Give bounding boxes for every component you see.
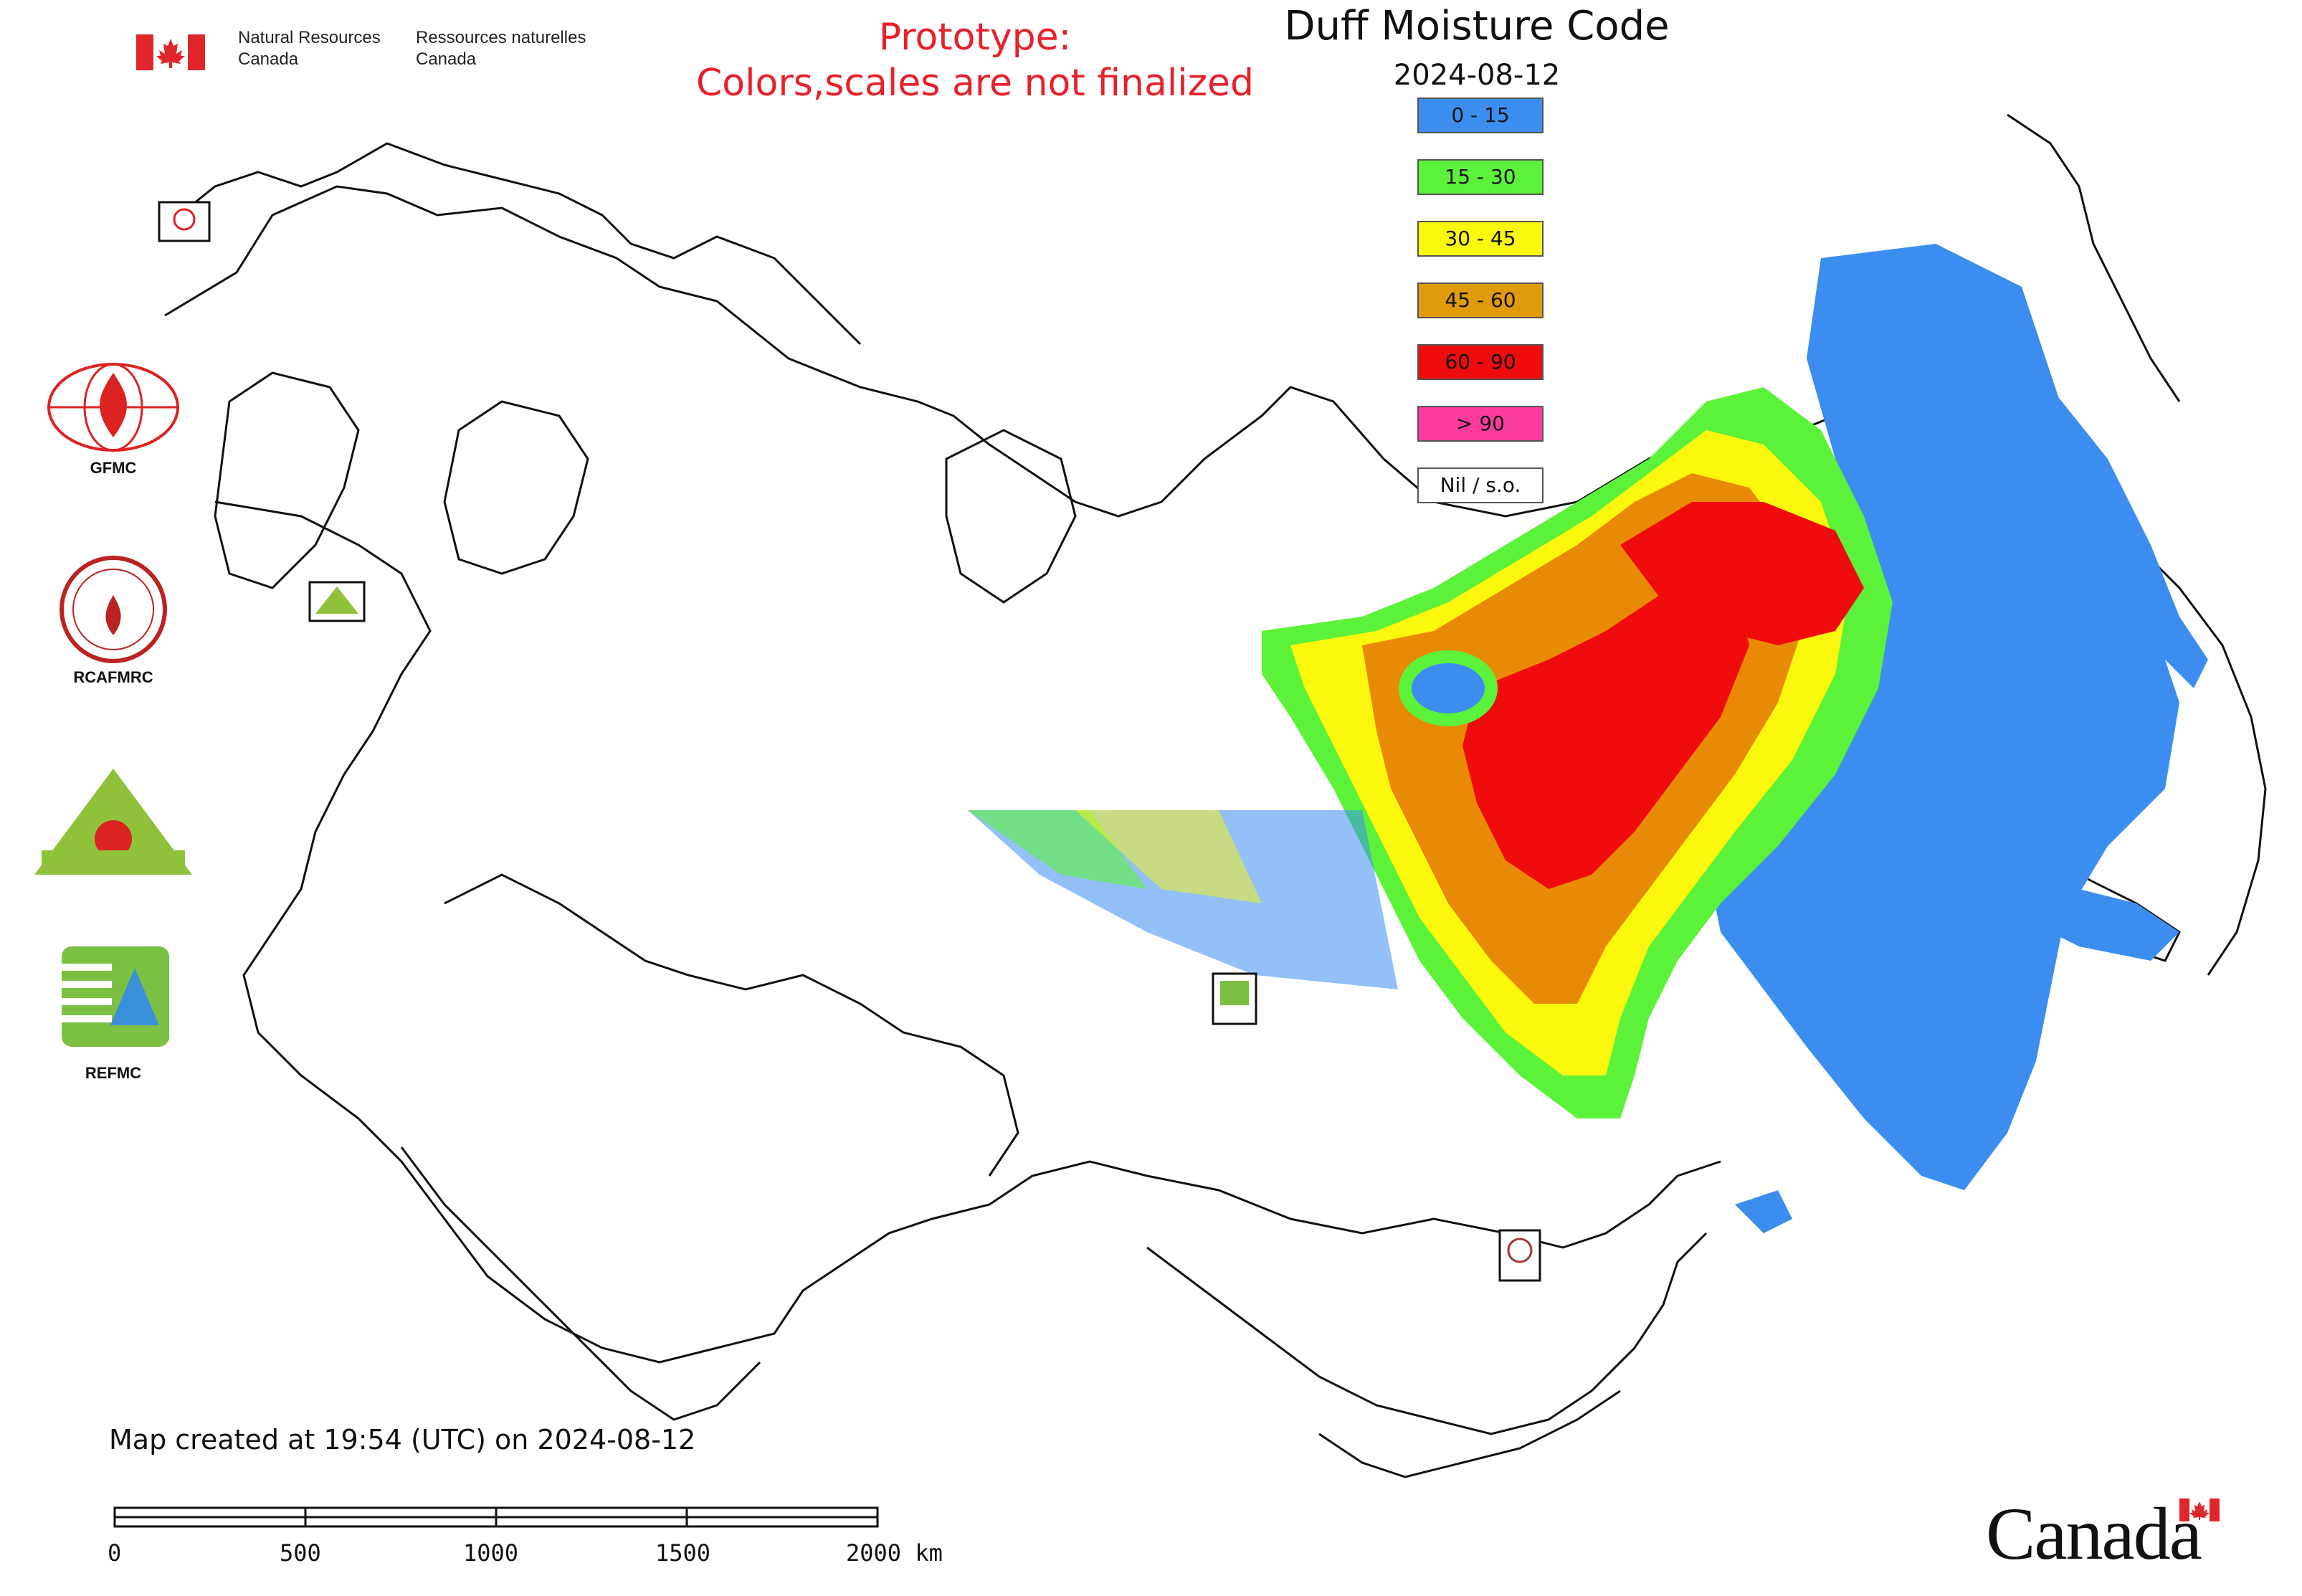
government-header: Natural Resources Canada Ressources natu… [136,27,624,77]
legend-label: 45 - 60 [1445,288,1516,312]
rcafmrc-marker-glyph [1507,1238,1533,1263]
canada-wordmark: Canada [1986,1493,2202,1575]
legend-item-30-45: 30 - 45 [1417,221,1544,257]
dmc-raster [968,244,2208,1233]
map-date: 2024-08-12 [1393,59,1561,92]
refmc-label: REFMC [85,1064,142,1082]
dmc-zone-0-15-kamchatka [1993,330,2208,688]
scale-bar-graphic [113,1506,879,1528]
map-placed-logos [158,201,1541,1282]
gfmc-logo: GFMC [27,358,199,480]
rcafmrc-label: RCAFMRC [73,668,153,686]
refmc-logo-icon [62,946,169,1047]
legend-label: 15 - 30 [1445,165,1516,189]
legend-item-60-90: 60 - 90 [1417,344,1544,380]
gfmc-label: GFMC [90,459,137,477]
wordmark-flag-icon [2179,1498,2220,1521]
kamchatka-outline [2007,113,2181,402]
scale-tick-1500: 1500 [655,1539,711,1567]
prototype-notice: Prototype: Colors,scales are not finaliz… [645,14,1305,106]
canada-flag-icon [136,34,205,70]
legend-label: 60 - 90 [1445,350,1516,374]
scale-tick-1000: 1000 [463,1539,519,1567]
reefmc-marker-glyph [315,586,358,614]
scale-tick-0: 0 [108,1539,122,1567]
legend-label: 30 - 45 [1445,227,1516,250]
mongolia-border [1146,1232,1708,1435]
dept-en-line2: Canada [238,49,299,69]
dmc-zone-lake-area [1399,650,1498,726]
scale-bar: 0 500 1000 1500 2000 km [108,1502,968,1567]
refmc-logo: REFMC [27,939,199,1083]
rcafmrc-logo-icon [60,556,167,663]
scale-tick-2000: 2000 km [846,1539,943,1567]
prototype-notice-line2: Colors,scales are not finalized [695,62,1255,105]
legend-label: 0 - 15 [1451,103,1510,127]
country-borders [164,113,2267,1478]
scandinavia-outline [179,142,862,346]
reefmc-logo [27,760,199,882]
kazakhstan-border [444,873,1019,1177]
western-border [214,500,432,1120]
legend-item-0-15: 0 - 15 [1417,98,1544,133]
gfmc-marker-glyph [173,208,196,231]
dmc-zone-0-15-coast [1936,803,2179,961]
peninsula-outline [945,429,1077,604]
dept-fr-line1: Ressources naturelles [416,28,586,47]
map-title: Duff Moisture Code [1284,3,1670,49]
rcafmrc-logo: RCAFMRC [27,552,199,688]
prototype-notice-line1: Prototype: [878,16,1072,59]
dept-en-line1: Natural Resources [238,28,381,47]
scale-tick-500: 500 [280,1539,321,1567]
department-name-en: Natural Resources Canada [238,27,381,70]
dmc-zone-60-90-central [1462,574,1749,889]
gfmc-map-marker-icon [158,201,211,242]
baltic-region-outline [214,371,360,589]
gfmc-logo-icon [47,363,179,452]
reefmc-logo-icon [34,769,192,875]
dmc-stripe-artifact-yellow [1075,810,1262,903]
china-border [1318,1390,1621,1478]
legend-item-15-30: 15 - 30 [1417,159,1544,195]
legend-label: > 90 [1456,412,1505,435]
legend-label: Nil / s.o. [1440,473,1521,497]
map-created-text: Map created at 19:54 (UTC) on 2024-08-12 [109,1424,696,1455]
dmc-zone-60-90-north [1620,502,1864,645]
region-outline-1 [443,400,589,575]
legend-item-45-60: 45 - 60 [1417,282,1544,318]
dmc-zone-southeast [1735,1190,1792,1233]
department-name-fr: Ressources naturelles Canada [416,27,586,70]
dept-fr-line2: Canada [416,49,477,69]
central-asia-border [400,1146,761,1421]
legend-item-nil: Nil / s.o. [1417,467,1544,503]
legend-item-gt-90: > 90 [1417,406,1544,442]
refmc-marker-glyph [1220,981,1249,1005]
southern-border [357,1117,1721,1364]
